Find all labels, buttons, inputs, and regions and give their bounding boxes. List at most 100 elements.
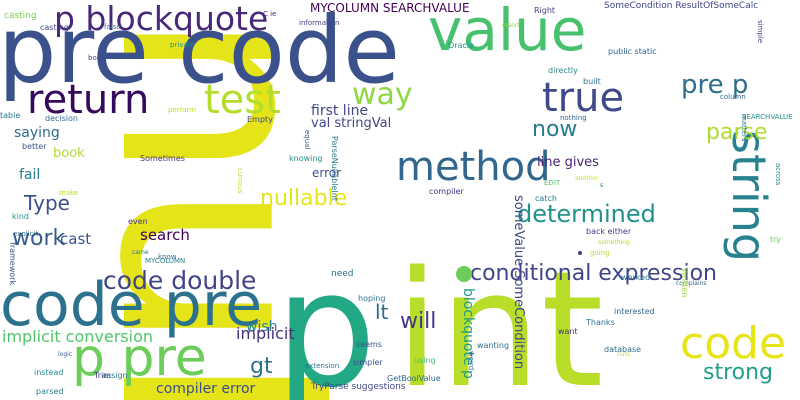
word-using: using: [414, 356, 436, 365]
word-decision: decision: [45, 114, 78, 123]
word-thanks: Thanks: [586, 318, 615, 327]
word-work: work: [12, 226, 66, 251]
word-interested: interested: [614, 307, 655, 316]
word-implicit-conversion: implicit conversion: [2, 327, 154, 346]
word-better: better: [22, 142, 47, 151]
word-p-blockquote: p blockquote: [54, 0, 269, 38]
word-code-pre: code pre: [0, 270, 263, 340]
word-value: value: [428, 0, 587, 64]
word-return: return: [27, 77, 150, 123]
word-weird: weird: [467, 351, 475, 371]
word-implicit: implicit: [236, 324, 295, 343]
word-catch: catch: [535, 194, 557, 203]
word-know: know: [158, 253, 177, 261]
word-pre-code: pre code: [0, 0, 400, 104]
word-gt: gt: [250, 354, 273, 379]
word-curious: curious: [236, 168, 244, 194]
word-c-ie: C ie: [263, 10, 277, 18]
word-edit: EDIT: [544, 179, 561, 187]
word-val-stringval: val stringVal: [311, 116, 392, 131]
word-assign: assign: [102, 371, 128, 380]
word-nullable: nullable: [260, 186, 348, 211]
word-will: will: [400, 309, 437, 334]
word-empty: Empty: [247, 115, 273, 124]
word-hoping: hoping: [358, 294, 386, 303]
word-even: even: [128, 217, 148, 226]
word-mycolumn: MYCOLUMN: [145, 257, 186, 265]
word-resort: resort: [502, 22, 520, 29]
word-s: s: [600, 182, 604, 189]
word-cast: cast: [60, 230, 92, 248]
word-p: p: [275, 236, 377, 400]
word-want: want: [558, 327, 578, 336]
word-now: now: [532, 117, 578, 142]
word-wish: wish: [246, 319, 278, 335]
word-line-gives: line gives: [537, 155, 599, 170]
word-trim: Trim: [94, 371, 112, 380]
word-seems: seems: [356, 340, 382, 349]
word-parse: parse: [706, 120, 768, 145]
word-simple: simple: [756, 20, 764, 44]
word-worked: worked: [621, 273, 651, 282]
word-information: information: [299, 19, 340, 27]
word-somecondition-resultofsomecalc: SomeCondition ResultOfSomeCalc: [604, 1, 759, 11]
word-pre-p: pre p: [681, 70, 749, 100]
word-book: book: [53, 146, 85, 161]
word-code-double: code double: [103, 266, 257, 295]
word-error: error: [312, 166, 342, 180]
word-make: make: [59, 189, 79, 197]
word-code: code: [680, 318, 787, 369]
word-framework: framework: [8, 242, 17, 286]
word-parsed: parsed: [36, 387, 64, 396]
word-built: built: [583, 77, 601, 86]
word-database: database: [604, 345, 642, 354]
word-saying: saying: [14, 125, 60, 141]
word-tryparse-suggestions: TryParse suggestions: [311, 382, 406, 392]
word-wanting: wanting: [477, 341, 510, 350]
word-test: test: [204, 77, 281, 123]
dot-decoration-small: [578, 251, 582, 255]
word-nothing: nothing: [560, 114, 587, 122]
word-casting-small: casting: [40, 23, 69, 32]
word-false: false: [104, 23, 121, 31]
word-conditional-expression: conditional expression: [470, 261, 717, 286]
word-p-pre: p pre: [72, 328, 207, 388]
word-logic: logic: [58, 351, 73, 358]
word-fail: fail: [19, 167, 41, 183]
word-oracle: Oracle: [448, 41, 475, 50]
word-something: something: [598, 239, 630, 246]
word-explicit: explicit: [13, 230, 39, 238]
word-int: int: [395, 236, 604, 400]
word-null: null: [60, 10, 375, 400]
word-right: Right: [534, 6, 556, 15]
word-bool: bool: [88, 54, 103, 62]
word-determined: determined: [517, 200, 656, 228]
word-private: private: [170, 41, 195, 49]
word-written: Written: [680, 268, 689, 298]
dot-decoration: [456, 266, 472, 282]
word-blockquote-p: blockquote p: [460, 288, 476, 379]
word-strong: strong: [703, 360, 774, 385]
word-across: across: [774, 163, 782, 186]
word-try: try: [770, 235, 782, 244]
word-parsenullableint: ParseNullableInt: [330, 136, 339, 201]
word-came: came: [132, 249, 149, 256]
word-sometimes: Sometimes: [140, 154, 185, 163]
word-another: another: [575, 175, 599, 182]
word-method: method: [396, 144, 551, 190]
word-extension: extension: [305, 362, 340, 370]
word-going: going: [590, 249, 610, 257]
word-getboolvalue: GetBoolValue: [387, 374, 441, 383]
word-instead: instead: [34, 368, 64, 377]
word-matters: matters: [740, 114, 748, 142]
word-string: string: [722, 130, 776, 263]
word-lt: lt: [375, 300, 389, 324]
word-somevalue-somecondition: someValue SomeCondition: [511, 195, 526, 370]
word-compiler: compiler: [429, 187, 464, 196]
word-public-static: public static: [608, 47, 657, 56]
word-type: Type: [24, 191, 70, 215]
word-perform: perform: [168, 106, 196, 114]
word-nuts: nuts: [617, 351, 631, 358]
word-first-line: first line: [311, 103, 369, 119]
word-searchvalue: SEARCHVALUE: [742, 113, 793, 121]
